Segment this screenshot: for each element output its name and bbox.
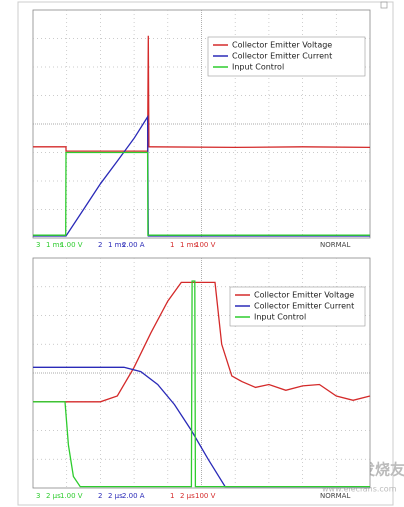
watermark-url: www.elecfans.com	[322, 485, 397, 494]
status-text: NORMAL	[320, 241, 350, 249]
status-text: 2.00 A	[122, 492, 145, 500]
trace	[33, 281, 371, 403]
trace	[33, 366, 370, 488]
trace	[33, 280, 370, 488]
trace	[33, 151, 370, 236]
status-text: 2.00 A	[122, 241, 145, 249]
legend-label: Collector Emitter Voltage	[232, 41, 332, 50]
status-text: NORMAL	[320, 492, 350, 500]
status-text: 2	[98, 492, 102, 500]
status-text: 100 V	[195, 241, 216, 249]
legend-label: Collector Emitter Current	[254, 302, 354, 311]
status-text: 1 ms	[180, 241, 197, 249]
legend-box	[229, 286, 366, 327]
status-text: 2 μs	[46, 492, 61, 500]
legend-box	[207, 36, 366, 77]
legend-label: Collector Emitter Voltage	[254, 291, 354, 300]
status-text: 100 V	[195, 492, 216, 500]
legend-label: Input Control	[232, 63, 284, 72]
status-text: 3	[36, 492, 40, 500]
trace	[33, 35, 371, 152]
corner-icon	[380, 1, 388, 9]
status-text: 1	[170, 241, 174, 249]
status-text: 1.00 V	[60, 492, 83, 500]
frame	[17, 1, 394, 506]
legend-label: Input Control	[254, 313, 306, 322]
status-text: 2 μs	[180, 492, 195, 500]
status-text: 1	[170, 492, 174, 500]
status-text: 1 ms	[108, 241, 125, 249]
status-text: 2 μs	[108, 492, 123, 500]
status-text: 2	[98, 241, 102, 249]
status-text: 3	[36, 241, 40, 249]
status-text: 1.00 V	[60, 241, 83, 249]
legend-label: Collector Emitter Current	[232, 52, 332, 61]
status-text: 1 ms	[46, 241, 63, 249]
